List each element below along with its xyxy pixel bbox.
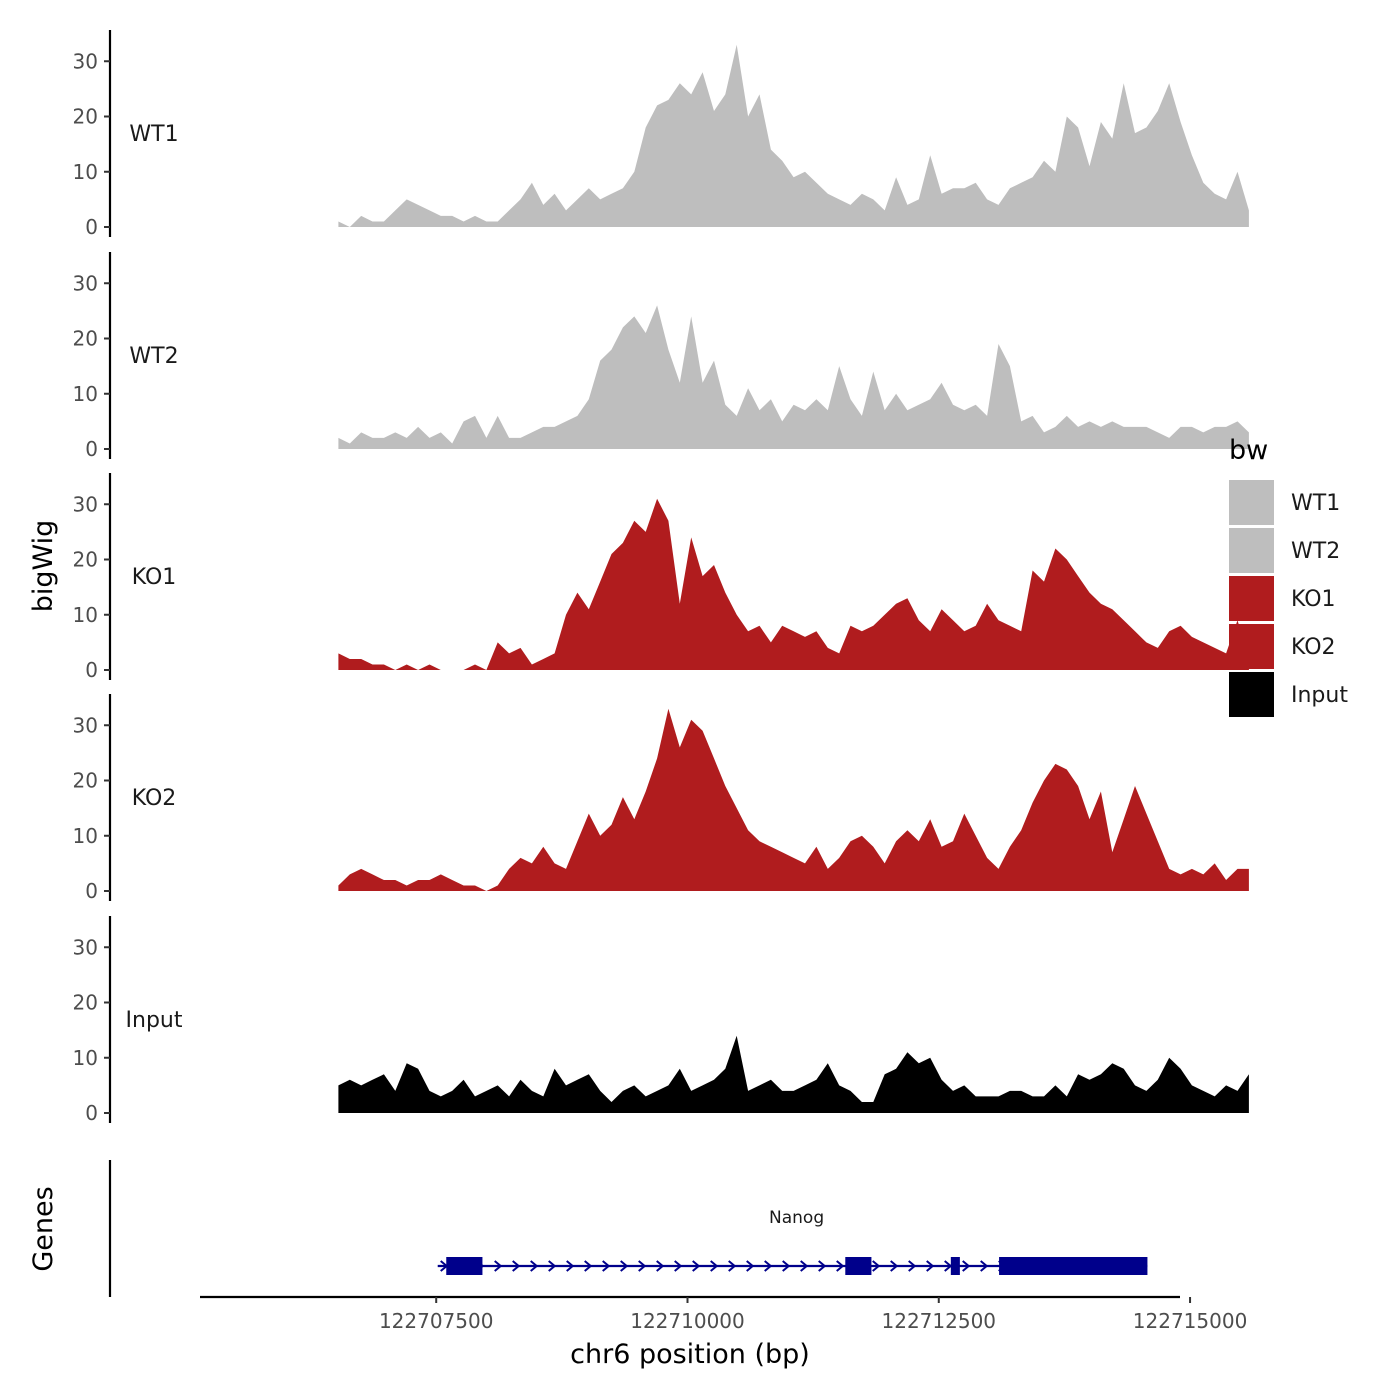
genes-axis-title: Genes bbox=[28, 1186, 59, 1271]
strand-arrow bbox=[548, 1260, 557, 1272]
strand-arrow bbox=[962, 1260, 971, 1272]
y-tick-label: 30 bbox=[73, 713, 98, 737]
strand-arrow bbox=[908, 1260, 917, 1272]
coverage-area-input bbox=[338, 1035, 1249, 1113]
strand-arrow bbox=[674, 1260, 683, 1272]
y-tick-label: 20 bbox=[73, 548, 98, 572]
track-ko2: 0 10 20 30 KO2 bbox=[73, 694, 1249, 903]
track-label: Input bbox=[126, 1008, 183, 1033]
gene-panel: Nanog bbox=[108, 1160, 1148, 1297]
y-tick-label: 10 bbox=[73, 160, 98, 184]
strand-arrow bbox=[782, 1260, 791, 1272]
legend-label: WT2 bbox=[1291, 539, 1340, 564]
y-tick-label: 20 bbox=[73, 991, 98, 1015]
legend-label: KO2 bbox=[1291, 635, 1336, 660]
exon-block bbox=[845, 1257, 872, 1275]
y-tick-label: 20 bbox=[73, 105, 98, 129]
x-axis-title: chr6 position (bp) bbox=[570, 1339, 810, 1370]
legend-label: KO1 bbox=[1291, 587, 1336, 612]
x-tick-label: 122715000 bbox=[1133, 1309, 1248, 1333]
track-wt1: 0 10 20 30 WT1 bbox=[73, 30, 1249, 239]
exon-block bbox=[950, 1257, 960, 1275]
strand-arrow bbox=[602, 1260, 611, 1272]
legend-label: WT1 bbox=[1291, 491, 1340, 516]
exon-block bbox=[999, 1257, 1148, 1275]
x-axis: 122707500 122710000 122712500 122715000 bbox=[200, 1295, 1248, 1333]
y-tick-label: 10 bbox=[73, 382, 98, 406]
coverage-area-ko2 bbox=[338, 708, 1249, 891]
legend-key-wt1 bbox=[1229, 480, 1274, 525]
track-label: KO2 bbox=[132, 786, 177, 811]
strand-arrow bbox=[728, 1260, 737, 1272]
strand-arrow bbox=[836, 1260, 845, 1272]
track-panels: 0 10 20 30 WT1 0 10 20 30 WT2 0 10 20 30 KO1 0 10 20 30 KO2… bbox=[73, 30, 1249, 1125]
strand-arrow bbox=[584, 1260, 593, 1272]
strand-arrow bbox=[944, 1260, 953, 1272]
coverage-area-ko1 bbox=[338, 498, 1249, 670]
y-tick-label: 0 bbox=[85, 1101, 98, 1125]
y-tick-label: 0 bbox=[85, 658, 98, 682]
y-tick-label: 30 bbox=[73, 935, 98, 959]
strand-arrow bbox=[494, 1260, 503, 1272]
legend-title: bw bbox=[1229, 435, 1268, 466]
x-tick-label: 122707500 bbox=[379, 1309, 494, 1333]
y-tick-label: 20 bbox=[73, 769, 98, 793]
track-input: 0 10 20 30 Input bbox=[73, 916, 1249, 1125]
strand-arrow bbox=[656, 1260, 665, 1272]
strand-arrow bbox=[818, 1260, 827, 1272]
strand-arrow bbox=[512, 1260, 521, 1272]
strand-arrow bbox=[530, 1260, 539, 1272]
strand-arrow bbox=[764, 1260, 773, 1272]
track-label: WT1 bbox=[129, 122, 178, 147]
track-label: WT2 bbox=[129, 344, 178, 369]
strand-arrow bbox=[620, 1260, 629, 1272]
gene-nanog: Nanog bbox=[437, 1208, 1148, 1275]
y-tick-label: 30 bbox=[73, 49, 98, 73]
y-tick-label: 0 bbox=[85, 437, 98, 461]
strand-arrow bbox=[872, 1260, 881, 1272]
legend-key-ko1 bbox=[1229, 576, 1274, 621]
strand-arrow bbox=[710, 1260, 719, 1272]
strand-arrow bbox=[566, 1260, 575, 1272]
strand-arrow bbox=[746, 1260, 755, 1272]
y-tick-label: 30 bbox=[73, 492, 98, 516]
coverage-area-wt1 bbox=[338, 44, 1249, 228]
legend-key-input bbox=[1229, 672, 1274, 717]
legend-label: Input bbox=[1291, 683, 1348, 708]
y-tick-label: 0 bbox=[85, 879, 98, 903]
y-tick-label: 10 bbox=[73, 1046, 98, 1070]
x-tick-label: 122712500 bbox=[882, 1309, 997, 1333]
coverage-area-wt2 bbox=[338, 305, 1249, 449]
strand-arrow bbox=[926, 1260, 935, 1272]
legend-key-ko2 bbox=[1229, 624, 1274, 669]
legend: bw WT1 WT2 KO1 KO2 Input bbox=[1229, 435, 1348, 717]
strand-arrow bbox=[638, 1260, 647, 1272]
strand-arrow bbox=[692, 1260, 701, 1272]
y-axis-title: bigWig bbox=[28, 520, 59, 613]
gene-label: Nanog bbox=[769, 1208, 824, 1228]
exon-block bbox=[446, 1257, 483, 1275]
track-ko1: 0 10 20 30 KO1 bbox=[73, 473, 1249, 682]
strand-arrow bbox=[980, 1260, 989, 1272]
strand-arrow bbox=[890, 1260, 899, 1272]
strand-arrow bbox=[800, 1260, 809, 1272]
legend-key-wt2 bbox=[1229, 528, 1274, 573]
y-tick-label: 0 bbox=[85, 215, 98, 239]
track-wt2: 0 10 20 30 WT2 bbox=[73, 252, 1249, 461]
y-tick-label: 30 bbox=[73, 271, 98, 295]
y-tick-label: 20 bbox=[73, 327, 98, 351]
track-label: KO1 bbox=[132, 565, 177, 590]
y-tick-label: 10 bbox=[73, 824, 98, 848]
y-tick-label: 10 bbox=[73, 603, 98, 627]
x-tick-label: 122710000 bbox=[630, 1309, 745, 1333]
